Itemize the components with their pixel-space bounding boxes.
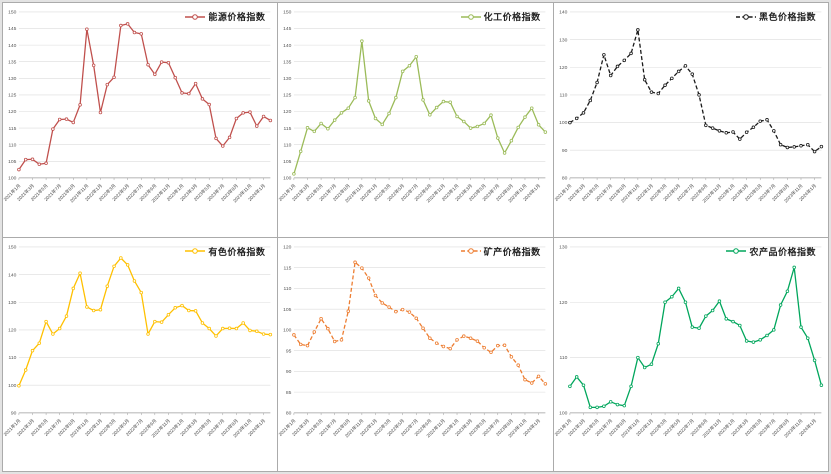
svg-text:110: 110: [9, 142, 17, 148]
svg-text:90: 90: [562, 148, 568, 154]
svg-text:130: 130: [559, 244, 568, 250]
legend-chemical[interactable]: 化工价格指数: [460, 10, 541, 23]
plot-area: 1001101201302021年1月2021年3月2021年5月2021年7月…: [554, 244, 823, 439]
legend-label: 黑色价格指数: [758, 12, 816, 22]
svg-text:110: 110: [559, 355, 567, 361]
svg-text:130: 130: [8, 76, 17, 82]
svg-text:115: 115: [284, 265, 292, 271]
svg-text:100: 100: [8, 176, 17, 182]
svg-text:115: 115: [284, 126, 292, 132]
svg-text:85: 85: [286, 389, 292, 395]
svg-text:120: 120: [559, 65, 568, 71]
legend-label: 有色价格指数: [208, 246, 266, 257]
svg-text:90: 90: [11, 410, 17, 416]
legend-marker-icon: [735, 13, 756, 20]
svg-text:100: 100: [8, 382, 17, 388]
svg-text:120: 120: [8, 109, 17, 115]
legend-energy[interactable]: 能源价格指数: [185, 10, 265, 23]
legend-marker-icon: [185, 13, 206, 20]
legend-marker-icon: [460, 13, 481, 20]
svg-text:150: 150: [283, 10, 292, 16]
svg-text:105: 105: [8, 159, 17, 165]
plot-area: 901001101201301401502021年1月2021年3月2021年5…: [3, 244, 273, 439]
legend-agricultural[interactable]: 农产品价格指数: [726, 245, 816, 258]
legend-marker-icon: [726, 248, 747, 254]
svg-text:130: 130: [8, 299, 17, 305]
plot-area: 80901001101201301402021年1月2021年3月2021年5月…: [554, 10, 823, 204]
legend-ferrous[interactable]: 黑色价格指数: [735, 10, 816, 23]
legend-marker-icon: [185, 248, 206, 254]
plot-area: 808590951001051101151202021年1月2021年3月202…: [278, 244, 548, 439]
svg-text:150: 150: [8, 10, 17, 16]
svg-text:145: 145: [283, 26, 292, 32]
legend-mineral[interactable]: 矿产价格指数: [460, 245, 541, 258]
legend-nonferrous[interactable]: 有色价格指数: [185, 245, 265, 258]
svg-text:110: 110: [9, 355, 17, 361]
legend-label: 化工价格指数: [483, 12, 541, 22]
svg-text:110: 110: [284, 286, 292, 292]
svg-text:140: 140: [8, 272, 17, 278]
chart-agricultural-price-index[interactable]: 农产品价格指数 100 110 120 130 2021年1月 2021年3月 2021年5…: [553, 237, 828, 471]
chart-nonferrous-price-index[interactable]: 有色价格指数 90 100 110 120 130 140 150 2021年1月 2021年3…: [3, 237, 278, 471]
svg-text:125: 125: [283, 93, 292, 99]
legend-marker-icon: [460, 248, 481, 254]
svg-text:120: 120: [283, 244, 292, 250]
chart-chemical-price-index[interactable]: 化工价格指数 100 105 110 115 120 125 130 135 140 145 150…: [278, 3, 553, 237]
svg-text:120: 120: [559, 299, 568, 305]
svg-text:140: 140: [8, 43, 17, 49]
plot-area: 1001051101151201251301351401451502021年1月…: [278, 10, 548, 204]
svg-text:120: 120: [8, 327, 17, 333]
chart-ferrous-price-index[interactable]: 黑色价格指数 80 90 100 110 120 130 140 2021年1月 2021年3月…: [553, 3, 828, 237]
svg-text:130: 130: [283, 76, 292, 82]
svg-text:145: 145: [8, 26, 17, 32]
svg-text:95: 95: [286, 348, 292, 354]
svg-text:100: 100: [283, 176, 292, 182]
svg-text:130: 130: [559, 37, 568, 43]
legend-label: 矿产价格指数: [483, 246, 541, 257]
svg-text:150: 150: [8, 244, 17, 250]
svg-text:140: 140: [559, 10, 568, 16]
svg-text:135: 135: [8, 59, 17, 65]
svg-text:140: 140: [283, 43, 292, 49]
svg-text:110: 110: [284, 142, 292, 148]
svg-text:90: 90: [286, 369, 292, 375]
svg-text:120: 120: [283, 109, 292, 115]
svg-text:105: 105: [283, 159, 292, 165]
svg-text:80: 80: [286, 410, 292, 416]
chart-mineral-price-index[interactable]: 矿产价格指数 80 85 90 95 100 105 110 115 120 2021年1月 202…: [278, 237, 553, 471]
svg-text:100: 100: [559, 120, 568, 126]
svg-text:125: 125: [8, 93, 17, 99]
plot-area: 1001051101151201251301351401451502021年1月…: [3, 10, 273, 204]
chart-energy-price-index[interactable]: 能源价格指数 100 105 110 115 120 125 130 135 140 145 150…: [3, 3, 278, 237]
svg-text:110: 110: [559, 93, 567, 99]
svg-text:115: 115: [9, 126, 17, 132]
svg-text:80: 80: [562, 176, 568, 182]
legend-label: 能源价格指数: [208, 12, 266, 22]
legend-label: 农产品价格指数: [749, 246, 816, 257]
svg-text:100: 100: [283, 327, 292, 333]
svg-text:105: 105: [283, 306, 292, 312]
svg-text:100: 100: [559, 410, 568, 416]
svg-text:135: 135: [283, 59, 292, 65]
